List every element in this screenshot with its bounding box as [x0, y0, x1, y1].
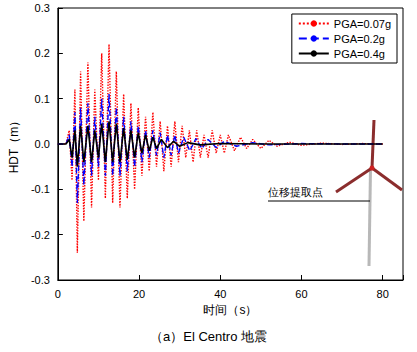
- svg-text:80: 80: [377, 288, 389, 300]
- svg-text:20: 20: [133, 288, 145, 300]
- svg-text:位移提取点: 位移提取点: [268, 186, 323, 198]
- svg-text:PGA=0.2g: PGA=0.2g: [334, 33, 385, 45]
- svg-text:HDT（m）: HDT（m）: [7, 115, 21, 174]
- svg-text:60: 60: [295, 288, 307, 300]
- svg-text:0.0: 0.0: [35, 138, 50, 150]
- svg-text:-0.3: -0.3: [31, 274, 50, 286]
- svg-text:40: 40: [214, 288, 226, 300]
- svg-text:0.1: 0.1: [35, 93, 50, 105]
- svg-text:-0.1: -0.1: [31, 183, 50, 195]
- svg-text:时间（s）: 时间（s）: [203, 303, 257, 317]
- svg-text:0.3: 0.3: [35, 2, 50, 14]
- svg-text:（a）El Centro 地震: （a）El Centro 地震: [150, 329, 267, 344]
- svg-text:PGA=0.07g: PGA=0.07g: [334, 18, 391, 30]
- svg-text:0.2: 0.2: [35, 47, 50, 59]
- svg-text:-0.2: -0.2: [31, 229, 50, 241]
- svg-text:PGA=0.4g: PGA=0.4g: [334, 48, 385, 60]
- svg-text:0: 0: [55, 288, 61, 300]
